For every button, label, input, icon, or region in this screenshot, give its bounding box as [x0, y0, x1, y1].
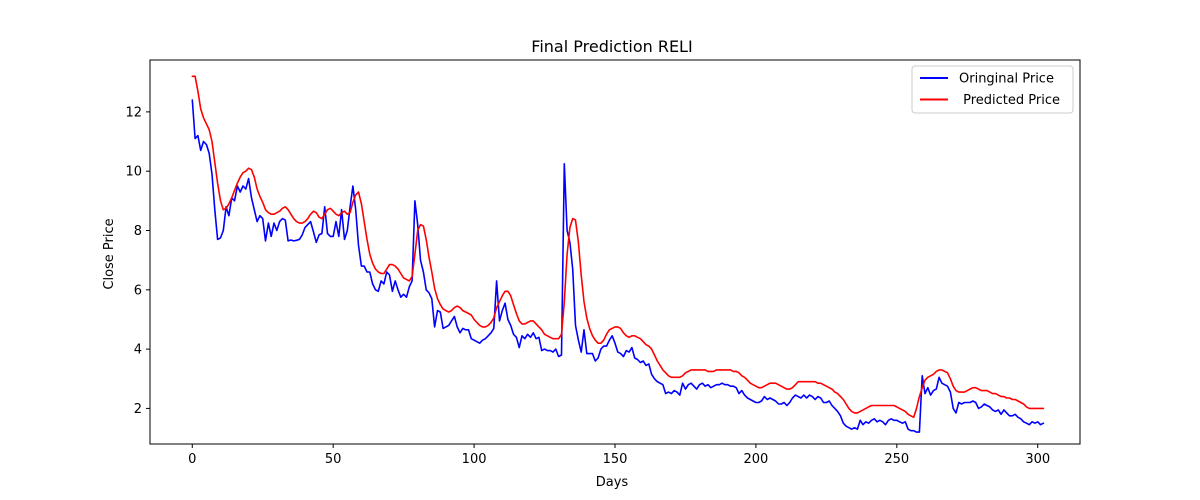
y-tick-label: 4 — [134, 343, 142, 358]
legend-label: Oringinal Price — [959, 72, 1054, 87]
x-tick-label: 200 — [743, 452, 768, 467]
original-price-line — [191, 99, 1045, 433]
y-axis-label: Close Price — [102, 218, 117, 289]
x-tick-label: 0 — [188, 452, 196, 467]
y-tick-label: 6 — [134, 283, 142, 298]
x-tick-label: 300 — [1025, 452, 1050, 467]
y-tick-label: 10 — [125, 165, 142, 180]
series-layer — [191, 75, 1045, 433]
x-tick-label: 100 — [462, 452, 487, 467]
y-tick-label: 12 — [125, 105, 142, 120]
x-axis: 0 50 100 150 200 250 300 — [188, 444, 1050, 467]
x-tick-label: 150 — [603, 452, 628, 467]
predicted-price-line — [191, 75, 1045, 419]
legend: Oringinal Price Predicted Price — [911, 65, 1074, 114]
y-tick-label: 2 — [134, 402, 142, 417]
y-axis: 2 4 6 8 10 12 — [125, 105, 150, 417]
chart-title: Final Prediction RELI — [531, 37, 692, 56]
legend-box — [911, 65, 1074, 114]
x-axis-label: Days — [596, 475, 629, 490]
legend-label: Predicted Price — [959, 93, 1060, 108]
x-tick-label: 250 — [884, 452, 909, 467]
y-tick-label: 8 — [134, 224, 142, 239]
x-tick-label: 50 — [325, 452, 342, 467]
